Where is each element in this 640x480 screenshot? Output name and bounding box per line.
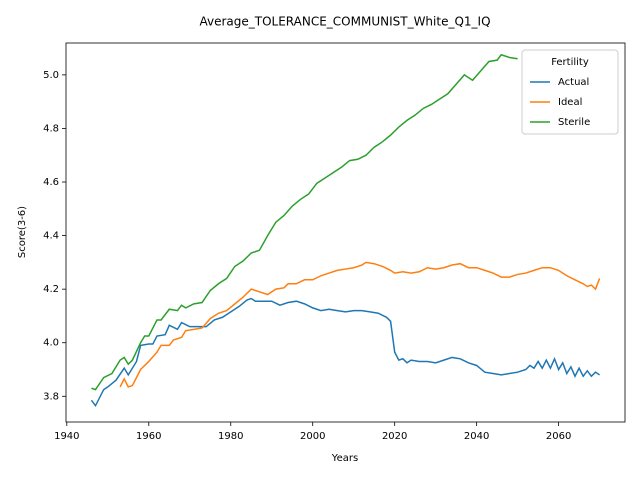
legend-label: Sterile	[558, 117, 590, 128]
legend-label: Actual	[558, 77, 589, 88]
y-axis-label: Score(3-6)	[17, 206, 28, 258]
y-tick-label: 4.4	[43, 231, 59, 242]
x-tick-label: 1980	[218, 431, 243, 442]
series-line	[90, 297, 601, 408]
x-tick-label: 1960	[136, 431, 161, 442]
y-tick-label: 4.2	[43, 284, 59, 295]
x-tick-label: 2040	[464, 431, 489, 442]
y-tick-label: 4.6	[43, 177, 59, 188]
x-tick-label: 2000	[300, 431, 325, 442]
plot-frame	[65, 42, 626, 423]
y-tick-label: 3.8	[43, 391, 59, 402]
series-line	[119, 261, 601, 388]
legend-box	[521, 49, 619, 135]
x-axis-label: Years	[331, 453, 358, 464]
legend-label: Ideal	[558, 97, 582, 108]
series-line	[91, 53, 518, 391]
y-tick-label: 4.0	[43, 338, 59, 349]
y-tick-label: 4.8	[43, 123, 59, 134]
y-tick-label: 5.0	[43, 70, 59, 81]
x-tick-label: 2060	[546, 431, 571, 442]
x-tick-label: 2020	[382, 431, 407, 442]
x-tick-label: 1940	[54, 431, 79, 442]
legend-title: Fertility	[551, 57, 589, 68]
chart-title: Average_TOLERANCE_COMMUNIST_White_Q1_IQ	[199, 15, 490, 29]
